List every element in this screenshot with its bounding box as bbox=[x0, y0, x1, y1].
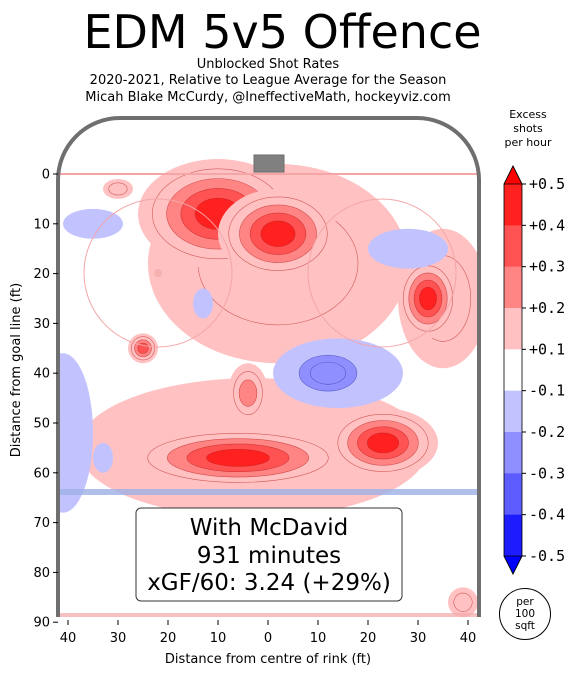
faceoff-dot-left bbox=[154, 269, 162, 277]
faceoff-circle-left bbox=[83, 198, 233, 348]
colorbar-segment bbox=[504, 473, 522, 516]
colorbar-tick-label: -0.2 bbox=[529, 423, 565, 441]
blue-line bbox=[58, 489, 479, 495]
x-tick-label: 40 bbox=[460, 631, 477, 646]
density-contour bbox=[366, 432, 400, 454]
colorbar-tick-label: +0.3 bbox=[529, 258, 565, 276]
density-contour bbox=[108, 182, 128, 196]
centre-line bbox=[58, 613, 479, 617]
annotation-line-3: xGF/60: 3.24 (+29%) bbox=[147, 570, 391, 596]
colorbar-segment bbox=[504, 432, 522, 474]
colorbar-segment bbox=[504, 308, 522, 350]
colorbar: +0.5 +0.4 +0.3 +0.2 +0.1 -0.1 -0.2 -0.3 -0.4 -0.5 bbox=[503, 165, 565, 575]
x-tick-label: 20 bbox=[160, 631, 177, 646]
annotation-line-2: 931 minutes bbox=[197, 543, 341, 569]
y-tick-label: 70 bbox=[33, 516, 50, 531]
density-contour bbox=[63, 208, 123, 239]
axes: 0 10 20 30 40 50 60 70 80 90 40 30 20 10 0 10 20 30 40 bbox=[33, 168, 476, 647]
colorbar-title-line: Excess bbox=[509, 108, 547, 121]
colorbar-tick-label: -0.5 bbox=[529, 547, 565, 565]
density-contour bbox=[309, 361, 347, 385]
colorbar-tick-label: -0.4 bbox=[529, 506, 565, 524]
y-tick-label: 20 bbox=[33, 267, 50, 282]
density-contour bbox=[206, 449, 270, 467]
x-tick-label: 10 bbox=[210, 631, 227, 646]
colorbar-tick-label: +0.2 bbox=[529, 299, 565, 317]
subtitle-line-1: Unblocked Shot Rates bbox=[196, 57, 340, 72]
annotation-line-1: With McDavid bbox=[190, 515, 348, 541]
units-line: sqft bbox=[515, 620, 535, 632]
colorbar-segment bbox=[504, 266, 522, 309]
y-tick-label: 10 bbox=[33, 217, 50, 232]
units-line: per bbox=[516, 596, 534, 608]
colorbar-tick-label: +0.5 bbox=[529, 175, 565, 193]
y-tick-label: 50 bbox=[33, 417, 50, 432]
y-tick-label: 0 bbox=[42, 168, 50, 183]
colorbar-segment bbox=[504, 349, 522, 392]
rink-boards bbox=[56, 116, 481, 617]
faceoff-circle-right bbox=[307, 198, 457, 348]
subtitle-line-2: 2020-2021, Relative to League Average fo… bbox=[89, 73, 447, 88]
colorbar-segment bbox=[504, 390, 522, 433]
x-tick-label: 20 bbox=[360, 631, 377, 646]
y-tick-label: 30 bbox=[33, 317, 50, 332]
colorbar-title-line: per hour bbox=[504, 136, 552, 149]
y-axis-label: Distance from goal line (ft) bbox=[9, 283, 24, 457]
x-tick-label: 10 bbox=[310, 631, 327, 646]
density-contour bbox=[453, 592, 473, 612]
units-line: 100 bbox=[514, 608, 536, 620]
x-tick-label: 0 bbox=[264, 631, 272, 646]
density-contour bbox=[58, 353, 93, 513]
y-tick-label: 40 bbox=[33, 367, 50, 382]
colorbar-segment bbox=[504, 225, 522, 268]
density-layer bbox=[58, 159, 479, 617]
units-circle: per 100 sqft bbox=[499, 588, 551, 640]
density-contour bbox=[93, 442, 113, 473]
density-contour bbox=[419, 286, 437, 311]
x-axis-label: Distance from centre of rink (ft) bbox=[165, 652, 371, 667]
goal-net bbox=[253, 154, 285, 173]
colorbar-title: Excess shots per hour bbox=[497, 108, 559, 150]
colorbar-tick-label: -0.3 bbox=[529, 464, 565, 482]
colorbar-max-arrow bbox=[503, 165, 523, 185]
y-tick-label: 80 bbox=[33, 566, 50, 581]
density-contour bbox=[238, 379, 258, 407]
subtitle-line-3: Micah Blake McCurdy, @IneffectiveMath, h… bbox=[85, 90, 451, 105]
x-tick-label: 30 bbox=[410, 631, 427, 646]
chart-title: EDM 5v5 Offence bbox=[83, 5, 482, 59]
colorbar-title-line: shots bbox=[513, 122, 543, 135]
density-contour bbox=[368, 228, 448, 269]
colorbar-segment bbox=[504, 514, 522, 557]
y-tick-label: 90 bbox=[33, 616, 50, 631]
colorbar-segment bbox=[504, 184, 522, 226]
colorbar-min-arrow bbox=[503, 555, 523, 575]
colorbar-tick-label: +0.4 bbox=[529, 216, 565, 234]
y-tick-label: 60 bbox=[33, 466, 50, 481]
colorbar-tick-label: -0.1 bbox=[529, 382, 565, 400]
density-contour bbox=[260, 220, 296, 247]
annotation-box bbox=[135, 507, 403, 602]
x-tick-label: 30 bbox=[110, 631, 127, 646]
x-tick-label: 40 bbox=[60, 631, 77, 646]
colorbar-tick-label: +0.1 bbox=[529, 340, 565, 358]
density-contour bbox=[193, 288, 213, 319]
